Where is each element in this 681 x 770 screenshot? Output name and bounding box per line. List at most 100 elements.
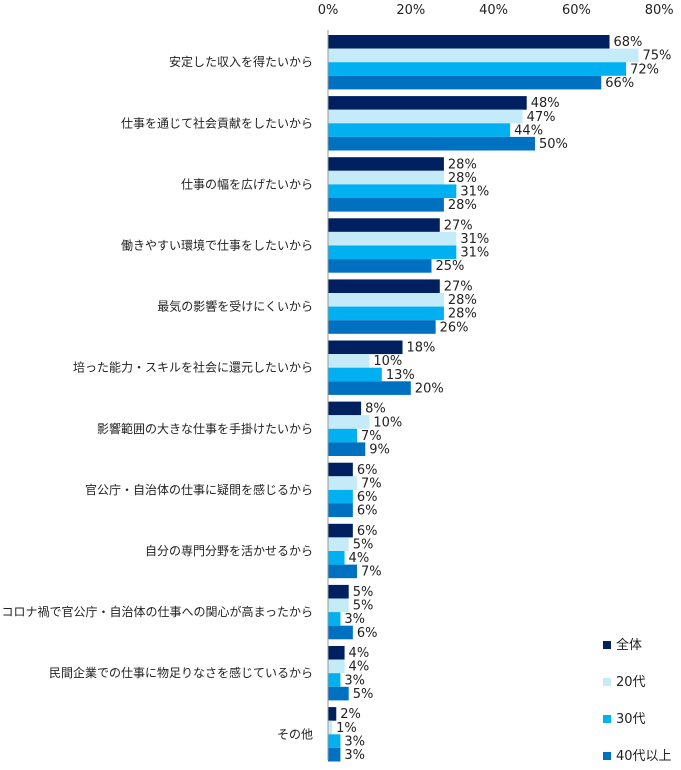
bar <box>328 415 370 429</box>
value-label: 9% <box>369 443 390 458</box>
bar <box>328 48 639 63</box>
category-label: 培った能力・スキルを社会に還元したいから <box>73 360 313 375</box>
bar <box>328 62 627 76</box>
legend: 全体 20代 30代 40代以上 <box>603 637 672 764</box>
value-label: 5% <box>353 687 374 702</box>
value-label: 28% <box>448 293 477 308</box>
bar <box>328 306 444 321</box>
bar <box>328 170 444 185</box>
bar <box>328 293 444 307</box>
value-label: 6% <box>357 626 378 641</box>
bar <box>328 245 457 260</box>
value-label: 7% <box>361 429 382 444</box>
value-label: 5% <box>353 585 374 600</box>
value-label: 4% <box>349 551 370 566</box>
value-label: 2% <box>340 707 361 722</box>
bar <box>328 157 444 171</box>
bar <box>328 551 345 565</box>
value-label: 5% <box>353 538 374 553</box>
bar <box>328 734 341 748</box>
value-label: 7% <box>361 565 382 580</box>
legend-label: 全体 <box>616 637 642 653</box>
bar <box>328 367 382 382</box>
category-label: その他 <box>277 727 313 741</box>
value-label: 10% <box>373 354 402 369</box>
value-label: 3% <box>344 612 365 627</box>
value-label: 8% <box>365 402 386 417</box>
category-label: 自分の専門分野を活かせるから <box>145 544 313 558</box>
category-label: 安定した収入を得たいから <box>169 54 313 69</box>
value-label: 31% <box>460 185 489 200</box>
x-axis-ticks: 0% 20% 40% 60% 80% <box>318 3 674 18</box>
bar <box>328 109 523 124</box>
bar <box>328 218 440 232</box>
category-labels: 安定した収入を得たいから仕事を通じて社会貢献をしたいから仕事の幅を広げたいから働… <box>1 54 313 741</box>
bar <box>328 231 457 246</box>
bar <box>328 279 440 293</box>
value-label: 13% <box>386 368 415 383</box>
category-label: 最気の影響を受けにくいから <box>157 299 313 314</box>
legend-swatch <box>603 752 611 760</box>
bar <box>328 707 337 721</box>
category-label: コロナ禍で官公庁・自治体の仕事への関心が高まったから <box>1 604 313 619</box>
bar <box>328 381 411 395</box>
bar <box>328 476 357 490</box>
bar <box>328 659 345 674</box>
bar <box>328 720 333 735</box>
bar <box>328 747 341 762</box>
bar <box>328 123 511 137</box>
value-label: 50% <box>539 137 568 152</box>
value-label: 27% <box>444 218 473 233</box>
value-label: 28% <box>448 198 477 213</box>
bar <box>328 75 602 90</box>
x-tick-label: 60% <box>562 3 591 18</box>
value-label: 6% <box>357 490 378 505</box>
bar <box>328 598 349 613</box>
legend-label: 30代 <box>616 712 646 727</box>
bar <box>328 462 353 477</box>
legend-swatch <box>603 678 611 686</box>
legend-label: 40代以上 <box>616 749 672 764</box>
bar <box>328 625 353 640</box>
value-label: 31% <box>460 232 489 247</box>
bar <box>328 612 341 626</box>
bar <box>328 686 349 701</box>
bar <box>328 489 353 504</box>
value-label: 6% <box>357 463 378 478</box>
category-label: 官公庁・自治体の仕事に疑問を感じるから <box>85 482 313 497</box>
bar <box>328 646 345 660</box>
value-label: 25% <box>436 259 465 274</box>
value-label: 18% <box>407 341 436 356</box>
x-tick-label: 20% <box>396 3 425 18</box>
x-tick-label: 0% <box>318 3 339 18</box>
value-label: 4% <box>349 646 370 661</box>
value-label: 26% <box>440 320 469 335</box>
value-label: 48% <box>531 96 560 111</box>
bar <box>328 198 444 212</box>
value-label: 10% <box>373 415 402 430</box>
category-label: 働きやすい環境で仕事をしたいから <box>121 238 313 253</box>
bar <box>328 428 357 443</box>
value-label: 44% <box>514 123 543 138</box>
bar <box>328 564 357 579</box>
category-label: 民間企業での仕事に物足りなさを感じているから <box>49 665 313 680</box>
value-label: 3% <box>344 673 365 688</box>
value-label: 66% <box>605 76 634 91</box>
value-label: 28% <box>448 157 477 172</box>
value-label: 28% <box>448 171 477 186</box>
bar <box>328 259 432 273</box>
value-label: 4% <box>349 660 370 675</box>
bar <box>328 523 353 538</box>
value-label: 28% <box>448 307 477 322</box>
bar <box>328 673 341 687</box>
x-tick-label: 80% <box>645 3 674 18</box>
bar <box>328 442 366 456</box>
bar <box>328 537 349 551</box>
value-label: 5% <box>353 599 374 614</box>
value-label: 3% <box>344 734 365 749</box>
value-label: 1% <box>336 721 357 736</box>
category-label: 仕事を通じて社会貢献をしたいから <box>121 115 313 130</box>
bar <box>328 401 362 416</box>
bar <box>328 184 457 198</box>
category-label: 仕事の幅を広げたいから <box>181 176 313 191</box>
